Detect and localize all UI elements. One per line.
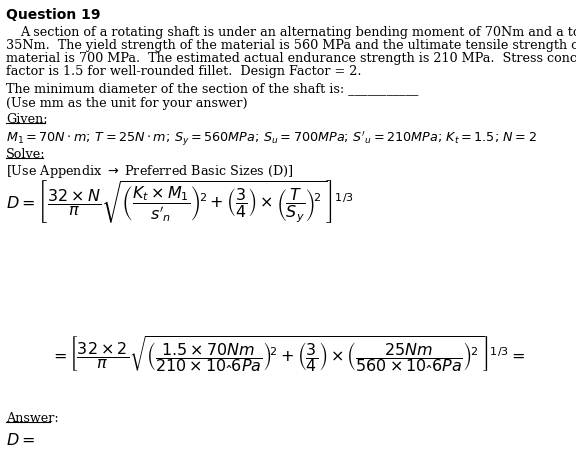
Text: $\mathit{D} =$: $\mathit{D} =$	[6, 431, 35, 448]
Text: $M_1 = 70N \cdot m;\, T = 25N \cdot m;\, S_y = 560MPa;\, S_u = 700MPa;\,S'_u = 2: $M_1 = 70N \cdot m;\, T = 25N \cdot m;\,…	[6, 130, 537, 148]
Text: $= \left[\dfrac{32 \times 2}{\pi}\sqrt{\left(\dfrac{1.5 \times 70Nm}{210 \times : $= \left[\dfrac{32 \times 2}{\pi}\sqrt{\…	[50, 334, 525, 374]
Text: Given:: Given:	[6, 113, 48, 126]
Text: Question 19: Question 19	[6, 8, 100, 22]
Text: 35Nm.  The yield strength of the material is 560 MPa and the ultimate tensile st: 35Nm. The yield strength of the material…	[6, 39, 576, 52]
Text: [Use Appendix $\rightarrow$ Preferred Basic Sizes (D)]: [Use Appendix $\rightarrow$ Preferred Ba…	[6, 162, 293, 179]
Text: (Use mm as the unit for your answer): (Use mm as the unit for your answer)	[6, 97, 248, 110]
Text: Answer:: Answer:	[6, 411, 59, 424]
Text: A section of a rotating shaft is under an alternating bending moment of 70Nm and: A section of a rotating shaft is under a…	[20, 26, 576, 39]
Text: $D = \left[\dfrac{32 \times N}{\pi}\sqrt{\left(\dfrac{K_t \times M_1}{s'_n}\righ: $D = \left[\dfrac{32 \times N}{\pi}\sqrt…	[6, 178, 354, 224]
Text: Solve:: Solve:	[6, 148, 46, 161]
Text: The minimum diameter of the section of the shaft is: ___________: The minimum diameter of the section of t…	[6, 82, 418, 95]
Text: material is 700 MPa.  The estimated actual endurance strength is 210 MPa.  Stres: material is 700 MPa. The estimated actua…	[6, 52, 576, 65]
Text: factor is 1.5 for well-rounded fillet.  Design Factor = 2.: factor is 1.5 for well-rounded fillet. D…	[6, 65, 362, 78]
